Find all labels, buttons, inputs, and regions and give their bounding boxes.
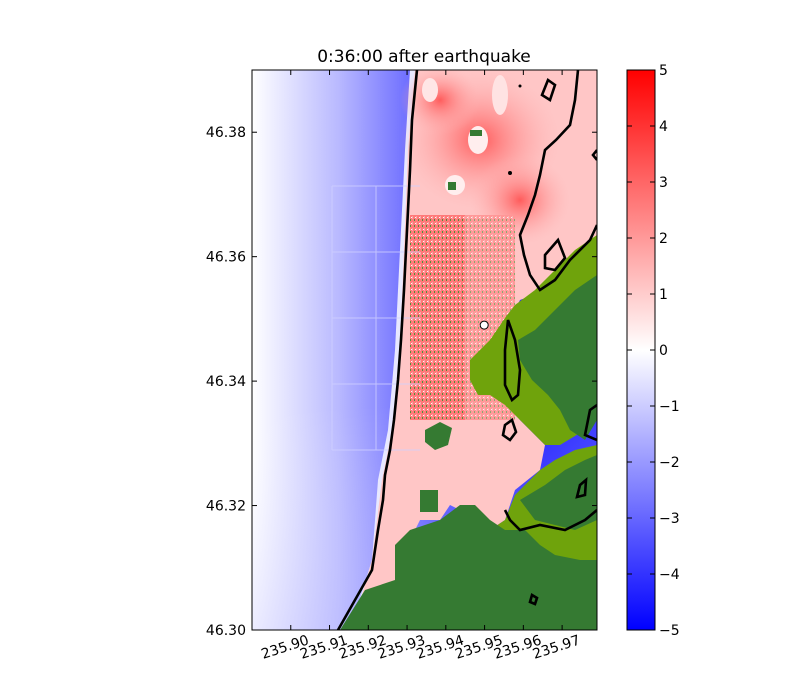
colorbar: 5 4 3 2 1 0 −1 −2 −3 −4 −5 — [626, 63, 680, 639]
white-patch — [422, 78, 438, 102]
contour-dot — [508, 171, 512, 175]
dry-land — [520, 455, 597, 530]
dry-land — [448, 182, 456, 190]
colorbar-tick-label: 2 — [659, 231, 668, 247]
colorbar-tick-label: 3 — [659, 175, 668, 191]
colorbar-tick-label: −3 — [659, 511, 680, 527]
gauge-marker — [479, 320, 489, 330]
high-wave-area — [400, 70, 480, 135]
plot-area — [252, 70, 597, 630]
dry-land — [425, 422, 452, 450]
y-tick-label: 46.38 — [206, 125, 246, 141]
colorbar-tick-label: 0 — [659, 343, 668, 359]
colorbar-tick-label: −4 — [659, 567, 680, 583]
y-tick-label: 46.32 — [206, 499, 246, 515]
refinement-boundaries — [331, 185, 420, 451]
colorbar-tick-label: −1 — [659, 399, 680, 415]
dry-land — [420, 490, 438, 512]
white-patch — [492, 75, 508, 115]
dry-land — [518, 275, 597, 440]
y-axis: 46.30 46.32 46.34 46.36 46.38 — [206, 125, 597, 639]
chart-title: 0:36:00 after earthquake — [317, 47, 531, 67]
contour-dot — [518, 84, 522, 88]
colorbar-ticks: 5 4 3 2 1 0 −1 −2 −3 −4 −5 — [627, 63, 680, 639]
y-tick-label: 46.36 — [206, 250, 246, 266]
y-tick-label: 46.34 — [206, 374, 246, 390]
colorbar-tick-label: 4 — [659, 119, 668, 135]
dry-land — [340, 505, 597, 630]
y-tick-label: 46.30 — [206, 623, 246, 639]
colorbar-tick-label: −2 — [659, 455, 680, 471]
dry-land — [470, 130, 482, 136]
colorbar-tick-label: 1 — [659, 287, 668, 303]
shoreline-contours — [336, 70, 597, 630]
colorbar-tick-label: 5 — [659, 63, 668, 79]
colorbar-tick-label: −5 — [659, 623, 680, 639]
axes-frame — [251, 69, 598, 631]
surf-zone — [350, 70, 420, 630]
